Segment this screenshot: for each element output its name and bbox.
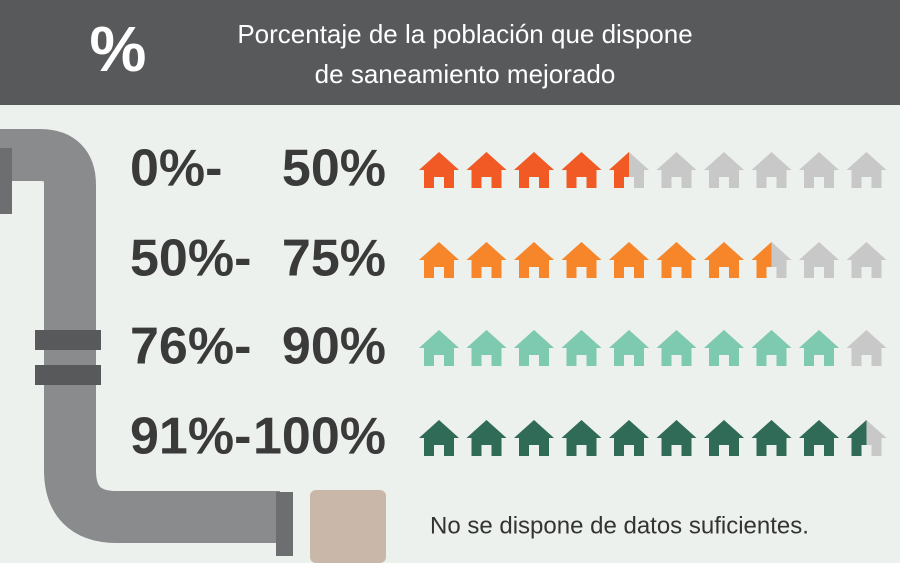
house-filled (609, 330, 649, 366)
house-empty (846, 152, 887, 188)
house-filled (751, 330, 792, 366)
house-filled (704, 330, 744, 366)
range-from: 0%- (130, 140, 222, 198)
house-filled (609, 420, 649, 456)
house-filled (656, 330, 697, 366)
house-filled (799, 420, 839, 456)
house-row (419, 330, 887, 366)
house-filled (419, 420, 459, 456)
range-to: 75% (282, 230, 386, 288)
house-filled (466, 152, 507, 188)
header-title: de saneamiento mejorado (315, 59, 616, 89)
house-filled (419, 242, 459, 278)
house-filled (704, 242, 744, 278)
house-empty (751, 152, 792, 188)
pipe (0, 129, 293, 556)
house-filled (799, 330, 839, 366)
house-empty (704, 152, 744, 188)
house-empty (846, 330, 887, 366)
house-filled (656, 242, 697, 278)
range-from: 50%- (130, 230, 251, 288)
house-row (419, 152, 887, 188)
house-filled (514, 330, 554, 366)
house-filled (609, 152, 629, 188)
range-to: 90% (282, 318, 386, 376)
house-filled (561, 330, 602, 366)
house-filled (419, 330, 459, 366)
range-to: 50% (282, 140, 386, 198)
house-empty (656, 152, 697, 188)
house-filled (704, 420, 744, 456)
house-filled (514, 242, 554, 278)
house-filled (561, 242, 602, 278)
house-filled (466, 330, 507, 366)
house-filled (466, 242, 507, 278)
house-empty (799, 152, 839, 188)
range-from: 76%- (130, 318, 251, 376)
house-filled (514, 152, 554, 188)
house-filled (846, 420, 867, 456)
house-filled (751, 242, 772, 278)
house-empty (799, 242, 839, 278)
house-row (419, 242, 887, 278)
house-filled (466, 420, 507, 456)
header-symbol: % (90, 13, 147, 85)
header-bar (0, 0, 900, 105)
range-from: 91%- (130, 408, 251, 466)
house-filled (656, 420, 697, 456)
house-filled (561, 152, 602, 188)
house-empty (846, 242, 887, 278)
range-to: 100% (253, 408, 386, 466)
house-filled (419, 152, 459, 188)
house-filled (751, 420, 792, 456)
house-filled (609, 242, 649, 278)
house-filled (514, 420, 554, 456)
house-filled (561, 420, 602, 456)
house-row (419, 420, 887, 456)
header-title: Porcentaje de la población que dispone (237, 19, 692, 49)
no-data-swatch (310, 490, 386, 563)
no-data-label: No se dispone de datos suficientes. (430, 512, 809, 539)
